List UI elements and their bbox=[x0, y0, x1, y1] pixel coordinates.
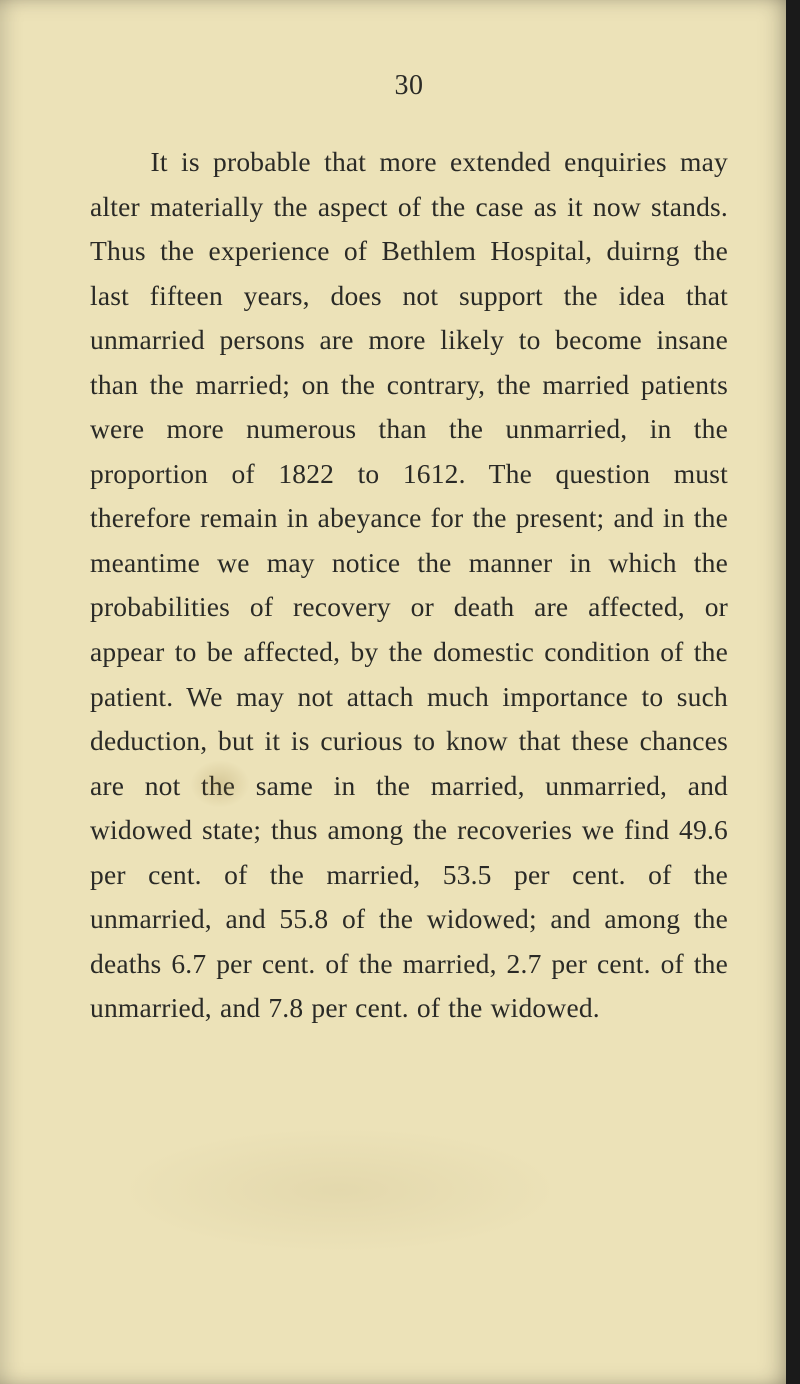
paper-stain bbox=[130, 1130, 550, 1250]
scanned-page: 30 It is probable that more extended enq… bbox=[0, 0, 800, 1384]
page-number: 30 bbox=[90, 70, 728, 102]
body-paragraph: It is probable that more extended enquir… bbox=[90, 140, 728, 1031]
